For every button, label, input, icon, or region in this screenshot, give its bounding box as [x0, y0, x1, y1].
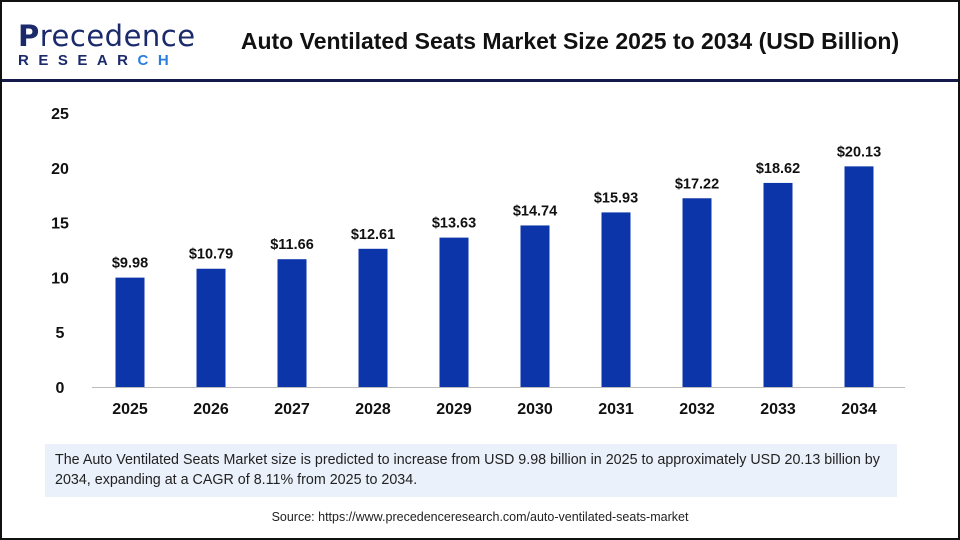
x-tick-label: 2030 [517, 401, 553, 418]
bar-2033 [763, 182, 793, 387]
y-tick-label: 0 [56, 380, 65, 397]
x-tick-label: 2026 [193, 401, 229, 418]
chart-title: Auto Ventilated Seats Market Size 2025 t… [240, 28, 900, 54]
x-tick-label: 2028 [355, 401, 391, 418]
header-divider [2, 79, 958, 82]
bar-2034 [844, 166, 874, 387]
y-tick-label: 20 [51, 161, 69, 178]
data-label: $15.93 [594, 190, 638, 206]
data-label: $17.22 [675, 176, 719, 192]
bar-2029 [439, 237, 469, 387]
bar-chart: 0510152025$9.982025$10.792026$11.662027$… [51, 106, 905, 418]
x-tick-label: 2029 [436, 401, 472, 418]
x-tick-label: 2027 [274, 401, 310, 418]
y-tick-label: 10 [51, 270, 69, 287]
bar-2031 [601, 212, 631, 387]
data-label: $9.98 [112, 256, 148, 272]
y-tick-label: 5 [56, 325, 65, 342]
bar-2027 [277, 259, 307, 387]
x-tick-label: 2033 [760, 401, 796, 418]
data-label: $14.74 [513, 203, 557, 219]
summary-text: The Auto Ventilated Seats Market size is… [45, 444, 897, 497]
data-label: $12.61 [351, 227, 395, 243]
x-tick-label: 2025 [112, 401, 148, 418]
y-tick-label: 15 [51, 216, 69, 233]
data-label: $10.79 [189, 247, 233, 263]
x-tick-label: 2031 [598, 401, 634, 418]
data-label: $11.66 [270, 237, 314, 253]
bar-2026 [196, 268, 226, 387]
x-tick-label: 2034 [841, 401, 877, 418]
bar-2030 [520, 225, 550, 387]
data-label: $20.13 [837, 144, 881, 160]
bar-2025 [115, 277, 145, 387]
bar-2032 [682, 198, 712, 387]
data-label: $18.62 [756, 161, 800, 177]
source-text: Source: https://www.precedenceresearch.c… [271, 510, 689, 524]
bar-2028 [358, 248, 388, 387]
precedence-research-logo: Precedence RESEARCH [18, 19, 196, 70]
x-tick-label: 2032 [679, 401, 715, 418]
data-label: $13.63 [432, 216, 476, 232]
y-tick-label: 25 [51, 106, 69, 123]
